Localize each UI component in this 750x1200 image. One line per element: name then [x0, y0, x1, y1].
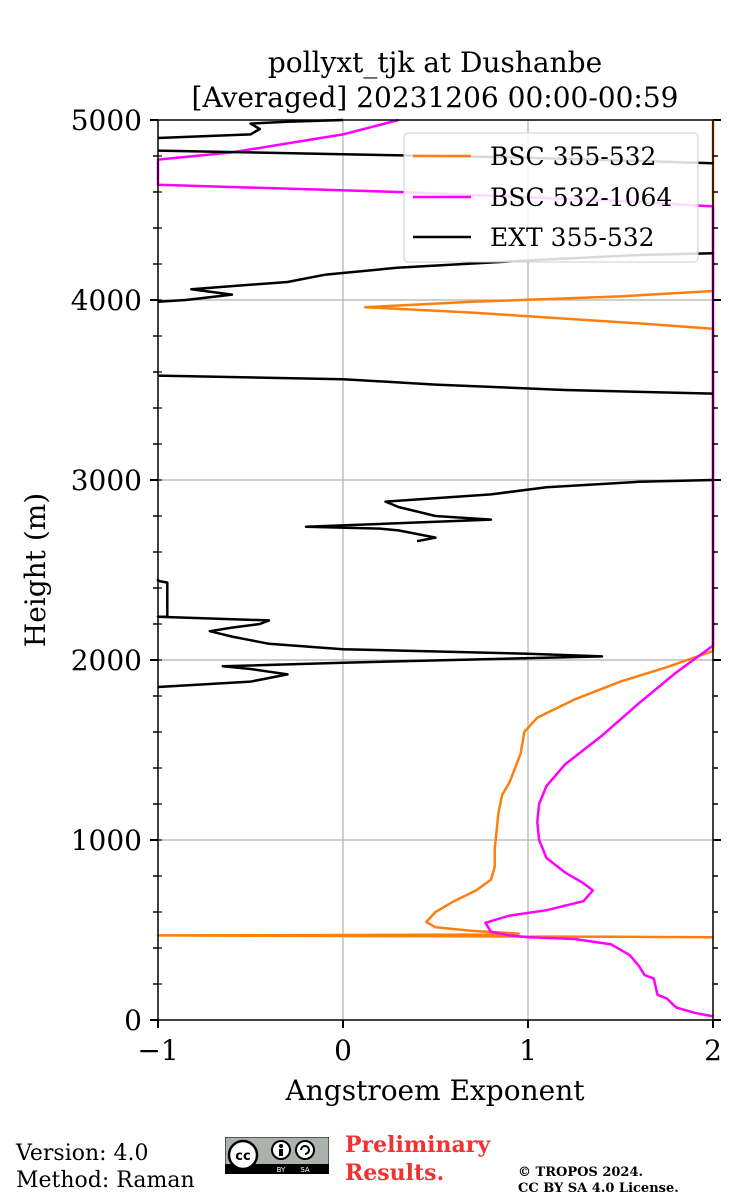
svg-text:cc: cc [235, 1149, 250, 1164]
series-line-ext-355-532 [156, 579, 604, 689]
y-axis-label: Height (m) [19, 493, 52, 647]
y-tick-label: 5000 [71, 104, 142, 137]
copyright-line2: CC BY SA 4.0 License. [518, 1181, 679, 1196]
legend-label-bsc-532-1064: BSC 532-1064 [490, 183, 672, 212]
series-line-bsc-355-532 [156, 120, 715, 939]
x-tick-label: 1 [519, 1034, 537, 1067]
cc-by-sa-license-badge: cc BY SA [225, 1137, 329, 1174]
y-tick-label: 0 [124, 1004, 142, 1037]
y-tick-label: 1000 [71, 824, 142, 857]
version-info: Version: 4.0 Method: Raman [16, 1140, 195, 1194]
legend-label-ext-355-532: EXT 355-532 [490, 223, 655, 252]
svg-text:SA: SA [300, 1166, 310, 1174]
y-tick-label: 3000 [71, 464, 142, 497]
preliminary-line1: Preliminary [345, 1132, 491, 1158]
svg-text:BY: BY [277, 1166, 286, 1174]
copyright-notice: © TROPOS 2024. CC BY SA 4.0 License. [518, 1165, 679, 1197]
x-tick-label: −1 [137, 1034, 178, 1067]
method-text: Method: Raman [16, 1168, 195, 1193]
plot-frame [157, 119, 714, 1021]
chart-title-line2: [Averaged] 20231206 00:00-00:59 [192, 81, 679, 114]
version-text: Version: 4.0 [16, 1141, 149, 1166]
x-tick-label: 0 [334, 1034, 352, 1067]
legend-box [403, 132, 699, 263]
x-tick-label: 2 [704, 1034, 722, 1067]
copyright-line1: © TROPOS 2024. [518, 1165, 644, 1180]
grid [158, 120, 713, 1020]
chart-title-line1: pollyxt_tjk at Dushanbe [268, 46, 602, 79]
legend-label-bsc-355-532: BSC 355-532 [490, 142, 656, 171]
y-tick-label: 2000 [71, 644, 142, 677]
series-line-ext-355-532-segment-7 [157, 118, 344, 140]
series-line-ext-355-532-segment-4 [157, 374, 714, 395]
legend: BSC 355-532 BSC 532-1064 EXT 355-532 [403, 132, 699, 263]
y-tick-label: 4000 [71, 284, 142, 317]
x-axis-label: Angstroem Exponent [285, 1074, 586, 1107]
preliminary-line2: Results. [345, 1160, 445, 1186]
preliminary-results-notice: Preliminary Results. [345, 1131, 490, 1187]
series-line-ext-355-532-segment-3 [304, 478, 714, 543]
